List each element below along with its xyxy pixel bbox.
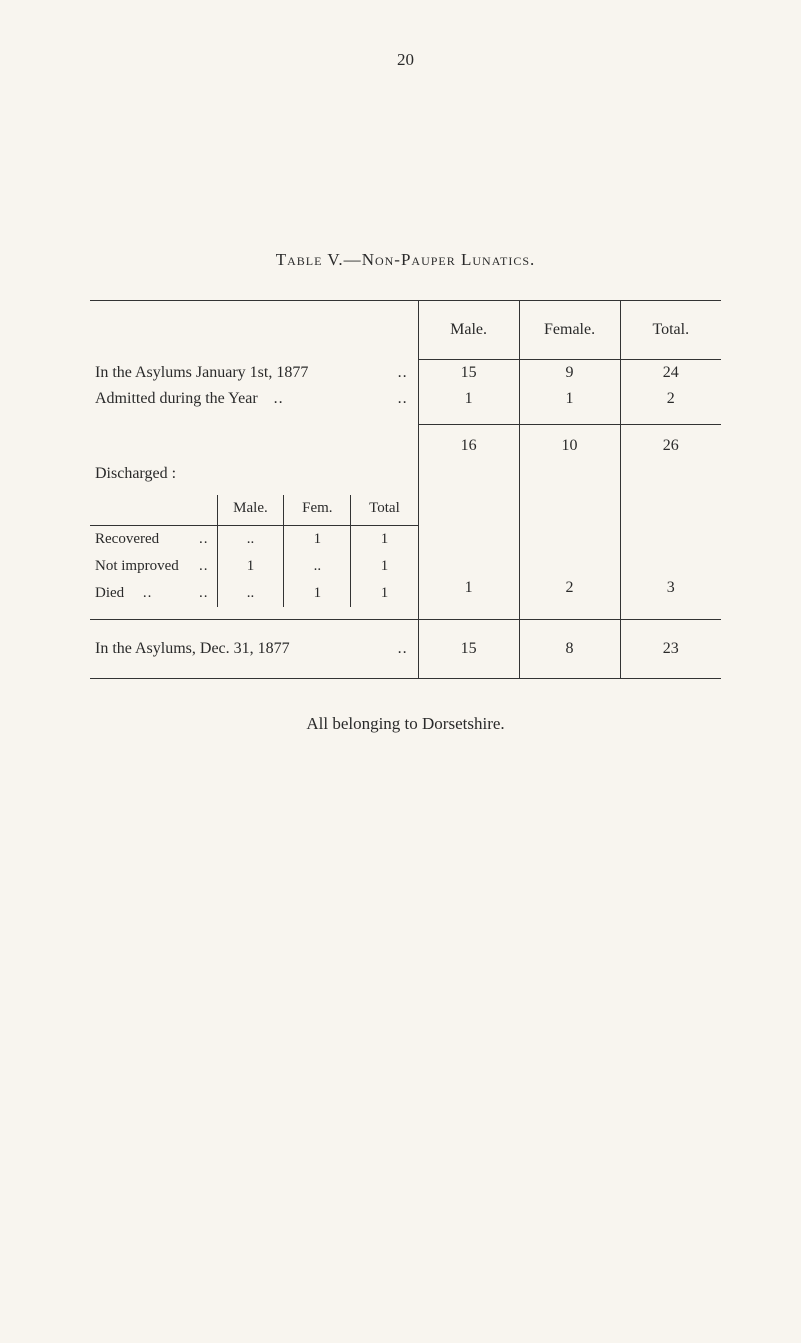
asylums-total: 24 xyxy=(620,360,721,387)
dots: .. xyxy=(398,364,408,382)
died-total: 1 xyxy=(351,580,418,607)
blank-cell xyxy=(90,424,418,463)
final-female: 8 xyxy=(519,619,620,678)
row-died: Died .... .. 1 1 xyxy=(90,580,418,607)
title-prefix: Table V.— xyxy=(276,250,362,269)
header-female: Female. xyxy=(519,301,620,360)
title-main: Non-Pauper Lunatics. xyxy=(362,250,536,269)
discharged-container: Discharged : Male. Fem. Total Recovered.… xyxy=(90,463,418,607)
row-not-improved: Not improved.. 1 .. 1 xyxy=(90,553,418,580)
final-row: In the Asylums, Dec. 31, 1877 .. 15 8 23 xyxy=(90,619,721,678)
not-improved-label: Not improved.. xyxy=(90,553,217,580)
discharged-label: Discharged : xyxy=(90,463,418,495)
asylums-label-text: In the Asylums January 1st, 1877 xyxy=(95,364,308,382)
asylums-male: 15 xyxy=(418,360,519,387)
died-outer-male: 1 xyxy=(418,463,519,607)
dots: .. xyxy=(398,640,408,658)
inner-header-total: Total xyxy=(351,495,418,526)
page-number: 20 xyxy=(90,50,721,70)
spacer-row xyxy=(90,607,721,620)
divider-row-1 xyxy=(90,412,721,424)
row-asylums: In the Asylums January 1st, 1877 .. 15 9… xyxy=(90,360,721,387)
inner-header-fem: Fem. xyxy=(284,495,351,526)
subtotal-male: 16 xyxy=(418,424,519,463)
recovered-label: Recovered.. xyxy=(90,525,217,553)
died-fem: 1 xyxy=(284,580,351,607)
row-admitted: Admitted during the Year .. .. 1 1 2 xyxy=(90,386,721,412)
admitted-total: 2 xyxy=(620,386,721,412)
inner-header-male: Male. xyxy=(217,495,284,526)
table-title: Table V.—Non-Pauper Lunatics. xyxy=(90,250,721,270)
recovered-male: .. xyxy=(217,525,284,553)
footer-text: All belonging to Dorsetshire. xyxy=(90,714,721,734)
discharged-section: Discharged : Male. Fem. Total Recovered.… xyxy=(90,463,721,607)
asylums-female: 9 xyxy=(519,360,620,387)
dots: .. xyxy=(398,390,408,408)
admitted-female: 1 xyxy=(519,386,620,412)
header-male: Male. xyxy=(418,301,519,360)
not-improved-total: 1 xyxy=(351,553,418,580)
not-improved-fem: .. xyxy=(284,553,351,580)
admitted-label: Admitted during the Year .. .. xyxy=(90,386,418,412)
subtotal-row: 16 10 26 xyxy=(90,424,721,463)
subtotal-female: 10 xyxy=(519,424,620,463)
not-improved-male: 1 xyxy=(217,553,284,580)
main-table: Male. Female. Total. In the Asylums Janu… xyxy=(90,300,721,679)
died-male: .. xyxy=(217,580,284,607)
final-total: 23 xyxy=(620,619,721,678)
recovered-fem: 1 xyxy=(284,525,351,553)
final-label: In the Asylums, Dec. 31, 1877 .. xyxy=(90,619,418,678)
header-blank xyxy=(90,301,418,360)
died-outer-total: 3 xyxy=(620,463,721,607)
subtotal-total: 26 xyxy=(620,424,721,463)
inner-table: Male. Fem. Total Recovered.. .. 1 1 Not … xyxy=(90,495,418,607)
row-recovered: Recovered.. .. 1 1 xyxy=(90,525,418,553)
admitted-male: 1 xyxy=(418,386,519,412)
recovered-total: 1 xyxy=(351,525,418,553)
final-male: 15 xyxy=(418,619,519,678)
header-total: Total. xyxy=(620,301,721,360)
header-row: Male. Female. Total. xyxy=(90,301,721,360)
admitted-label-text: Admitted during the Year .. xyxy=(95,390,284,408)
final-label-text: In the Asylums, Dec. 31, 1877 xyxy=(95,640,290,658)
died-label: Died .... xyxy=(90,580,217,607)
asylums-label: In the Asylums January 1st, 1877 .. xyxy=(90,360,418,387)
inner-header-row: Male. Fem. Total xyxy=(90,495,418,526)
died-outer-female: 2 xyxy=(519,463,620,607)
